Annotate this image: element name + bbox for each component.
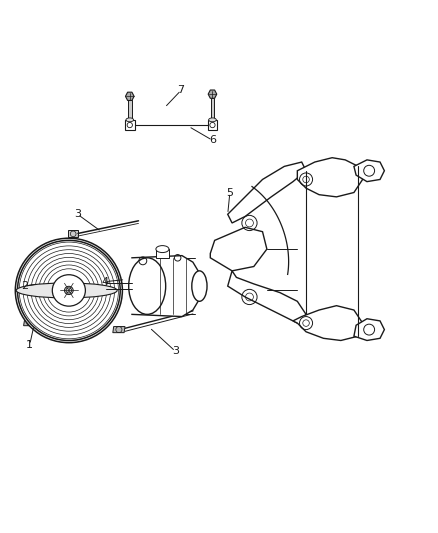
Text: 3: 3 <box>74 209 81 219</box>
Ellipse shape <box>208 118 216 122</box>
Ellipse shape <box>126 118 134 122</box>
Ellipse shape <box>192 271 207 301</box>
Polygon shape <box>132 256 199 317</box>
Polygon shape <box>354 319 385 341</box>
Polygon shape <box>113 327 125 333</box>
Ellipse shape <box>15 238 122 343</box>
Polygon shape <box>128 100 131 120</box>
Text: 2: 2 <box>21 281 28 291</box>
Polygon shape <box>24 320 32 326</box>
Ellipse shape <box>129 258 166 314</box>
Polygon shape <box>208 90 217 98</box>
Text: 6: 6 <box>209 135 216 146</box>
Polygon shape <box>228 162 306 223</box>
Polygon shape <box>125 120 134 130</box>
Polygon shape <box>208 120 217 130</box>
Ellipse shape <box>16 283 117 298</box>
Polygon shape <box>293 305 363 341</box>
Text: 5: 5 <box>226 188 233 198</box>
Text: 1: 1 <box>26 340 33 350</box>
Polygon shape <box>228 271 306 323</box>
Polygon shape <box>297 158 363 197</box>
Polygon shape <box>125 92 134 101</box>
Polygon shape <box>156 249 169 258</box>
Text: 3: 3 <box>172 346 179 357</box>
Ellipse shape <box>52 274 85 306</box>
Polygon shape <box>211 98 214 120</box>
Polygon shape <box>68 230 78 237</box>
Polygon shape <box>354 160 385 182</box>
Ellipse shape <box>156 246 169 253</box>
Text: 7: 7 <box>177 85 185 95</box>
Text: 4: 4 <box>101 277 108 287</box>
Polygon shape <box>210 228 267 271</box>
Ellipse shape <box>64 286 73 295</box>
